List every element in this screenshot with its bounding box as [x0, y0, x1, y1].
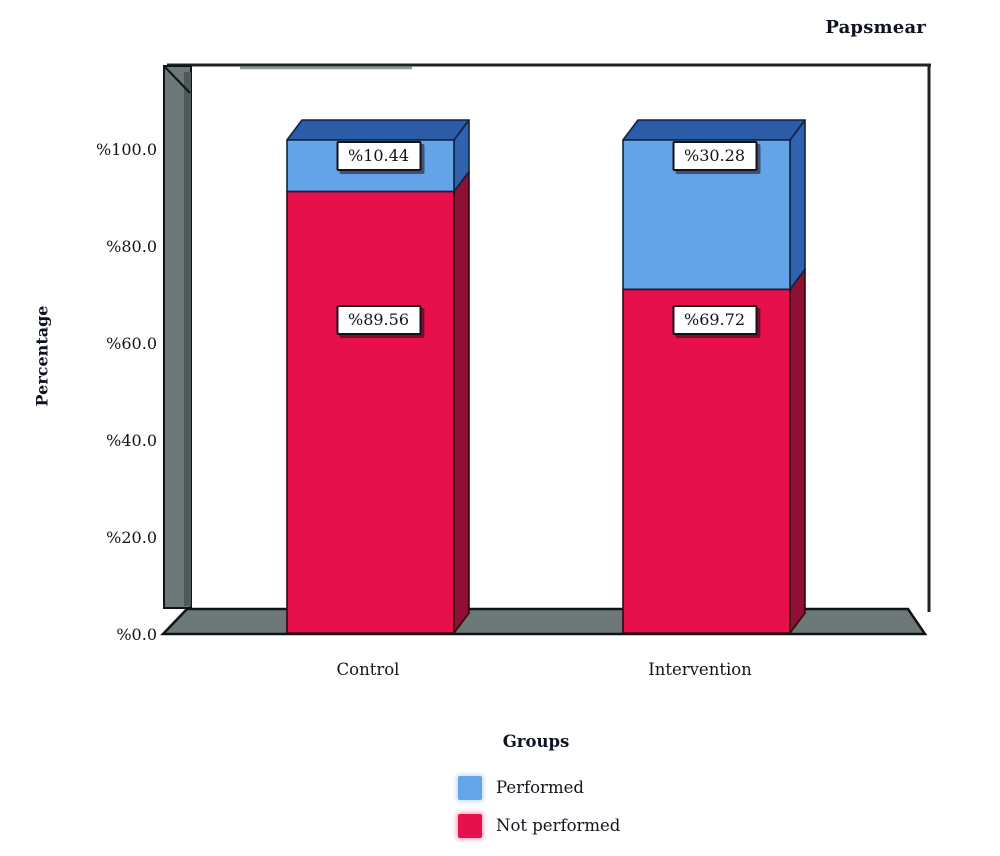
bar-control-notperformed-front	[286, 190, 455, 634]
y-tick-label: %100.0	[95, 140, 157, 159]
bar-value-label: %30.28	[671, 141, 758, 171]
x-category-label: Intervention	[648, 660, 752, 679]
legend-title: Groups	[502, 732, 570, 751]
y-axis-wall-shade	[184, 72, 191, 606]
legend-item: Performed	[458, 776, 584, 800]
chart-title: Papsmear	[825, 17, 926, 38]
y-axis-wall-miter	[164, 66, 191, 94]
y-tick-label: %80.0	[106, 237, 157, 256]
y-tick-label: %0.0	[116, 625, 157, 644]
bar-control-performed-top	[286, 119, 470, 141]
bar-intervention-performed-side	[789, 119, 806, 291]
bar-control-notperformed-side	[453, 170, 470, 634]
legend-swatch-icon	[458, 814, 482, 838]
bar-intervention-performed-top	[622, 119, 806, 141]
chart-floor	[160, 607, 928, 636]
y-tick-label: %20.0	[106, 528, 157, 547]
bar-value-label: %89.56	[335, 305, 422, 335]
y-tick-label: %60.0	[106, 334, 157, 353]
legend-swatch-icon	[458, 776, 482, 800]
bar-value-label: %10.44	[335, 141, 422, 171]
legend: Groups Performed Not performed	[436, 732, 696, 838]
bar-intervention-notperformed-side	[789, 268, 806, 634]
bar-intervention-performed-front	[622, 139, 791, 291]
bar-value-label: %69.72	[671, 305, 758, 335]
legend-item-label: Not performed	[496, 816, 621, 835]
x-category-label: Control	[336, 660, 400, 679]
bars-group	[286, 119, 806, 634]
bar-intervention-notperformed-front	[622, 288, 791, 634]
legend-item-label: Performed	[496, 778, 584, 797]
y-tick-label: %40.0	[106, 431, 157, 450]
legend-item: Not performed	[458, 814, 620, 838]
